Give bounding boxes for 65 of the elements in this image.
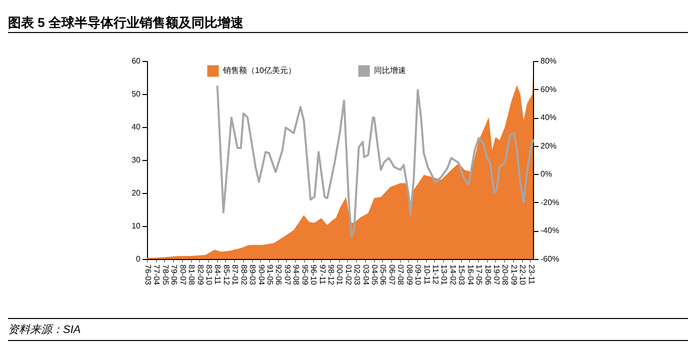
x-tick-label: 89-03	[248, 264, 258, 286]
x-tick-label: 04-05	[370, 264, 380, 286]
x-tick-label: 92-06	[274, 264, 284, 286]
legend-label: 销售额（10亿美元）	[222, 66, 296, 75]
y2-tick-label: -40%	[540, 226, 560, 236]
x-tick-label: 21-09	[509, 264, 518, 286]
x-tick-label: 15-03	[457, 264, 466, 286]
x-tick-label: 02-03	[352, 264, 362, 286]
chart-title: 图表 5 全球半导体行业销售额及同比增速	[8, 12, 688, 33]
x-tick-label: 85-12	[222, 264, 231, 286]
x-tick-label: 83-10	[204, 264, 214, 286]
x-tick-label: 82-09	[196, 264, 205, 286]
x-tick-label: 78-05	[160, 264, 170, 286]
y-tick-label: 60	[132, 56, 142, 66]
x-tick-label: 77-04	[152, 264, 162, 286]
y-tick-label: 30	[132, 156, 142, 164]
y-tick-label: 10	[132, 222, 142, 230]
x-tick-label: 06-07	[387, 264, 396, 286]
x-tick-label: 81-08	[187, 264, 196, 286]
x-tick-label: 79-06	[170, 264, 179, 286]
legend-label: 同比增速	[374, 66, 406, 75]
x-tick-label: 23-11	[526, 264, 536, 285]
line-series	[216, 85, 534, 238]
text: 资料来源：SIA	[8, 318, 688, 341]
y2-tick-label: 0%	[540, 170, 552, 179]
y2-tick-label: 20%	[540, 141, 557, 150]
x-tick-label: 13-01	[440, 264, 449, 286]
y-tick-label: 0	[136, 254, 142, 264]
x-tick-label: 96-10	[309, 264, 318, 286]
x-tick-label: 76-03	[144, 264, 152, 286]
x-tick-label: 22-10	[518, 264, 528, 286]
x-tick-label: 03-04	[361, 264, 370, 286]
y-tick-label: 40	[132, 122, 142, 132]
x-tick-label: 98-12	[326, 264, 336, 286]
x-tick-label: 18-06	[483, 264, 492, 286]
x-tick-label: 94-08	[292, 264, 301, 286]
x-tick-label: 11-12	[430, 264, 440, 285]
x-tick-label: 20-08	[500, 264, 510, 286]
y-tick-label: 50	[132, 90, 142, 98]
x-tick-label: 95-09	[300, 264, 310, 286]
y2-tick-label: 80%	[540, 56, 557, 66]
x-tick-label: 01-02	[344, 264, 353, 286]
x-tick-label: 88-02	[239, 264, 248, 286]
x-tick-label: 08-09	[404, 264, 414, 286]
y2-tick-label: -20%	[540, 198, 560, 207]
x-tick-label: 14-02	[448, 264, 458, 286]
x-tick-label: 09-10	[414, 264, 423, 286]
x-tick-label: 97-11	[318, 264, 327, 285]
y2-tick-label: 60%	[540, 84, 557, 94]
x-tick-label: 16-04	[466, 264, 475, 286]
x-tick-label: 05-06	[378, 264, 388, 286]
x-tick-label: 10-11	[422, 264, 432, 285]
y2-tick-label: 40%	[540, 113, 557, 122]
x-tick-label: 91-05	[265, 264, 274, 286]
x-tick-label: 87-01	[230, 264, 240, 286]
x-tick-label: 80-07	[178, 264, 188, 286]
y-tick-label: 20	[132, 188, 142, 198]
x-tick-label: 00-01	[335, 264, 344, 286]
x-tick-label: 07-08	[396, 264, 406, 286]
x-tick-label: 19-07	[492, 264, 501, 286]
x-tick-label: 90-04	[256, 264, 266, 286]
x-tick-label: 93-07	[282, 264, 292, 286]
x-tick-label: 17-05	[474, 264, 484, 286]
y2-tick-label: -60%	[540, 254, 560, 264]
x-tick-label: 84-11	[213, 264, 222, 285]
